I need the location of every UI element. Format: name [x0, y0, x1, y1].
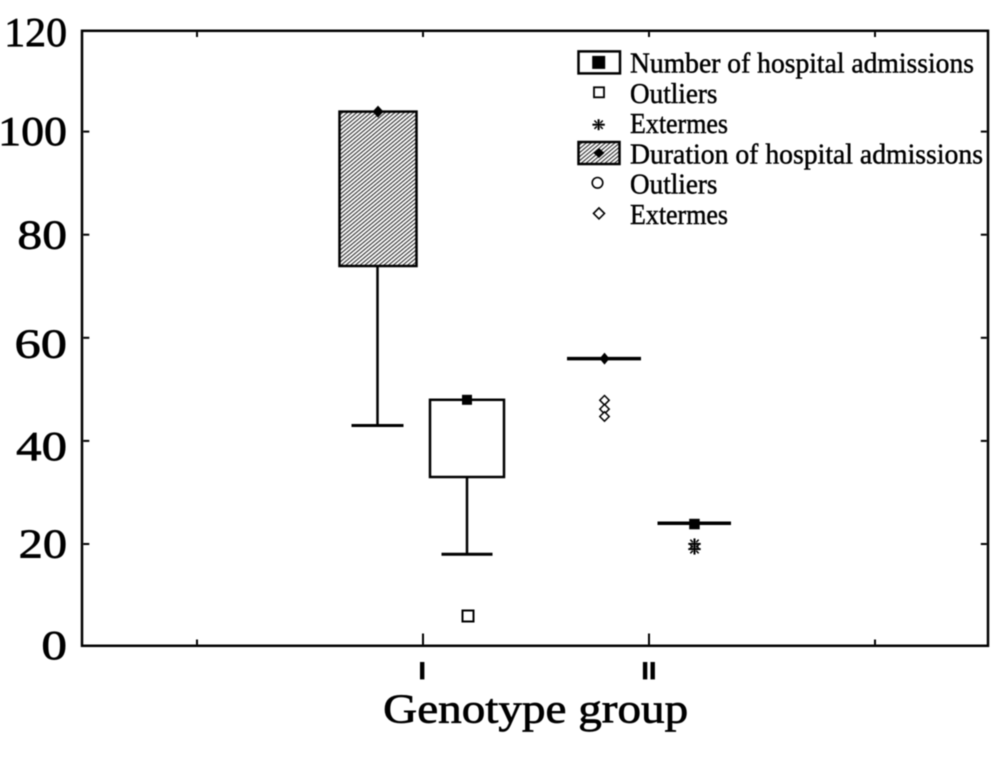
svg-text:Genotype group: Genotype group	[383, 685, 688, 731]
svg-text:Extermes: Extermes	[630, 200, 728, 231]
svg-text:100: 100	[0, 109, 67, 154]
svg-text:120: 120	[4, 9, 67, 55]
svg-text:20: 20	[19, 521, 67, 567]
svg-text:Outliers: Outliers	[630, 170, 718, 201]
svg-text:Duration of hospital admission: Duration of hospital admissions	[630, 139, 983, 170]
svg-text:Outliers: Outliers	[630, 79, 718, 110]
svg-text:40: 40	[16, 424, 67, 469]
svg-text:0: 0	[41, 624, 67, 669]
svg-text:Extermes: Extermes	[630, 109, 728, 140]
svg-text:Number of hospital admissions: Number of hospital admissions	[630, 49, 974, 80]
svg-text:80: 80	[17, 211, 67, 257]
svg-text:60: 60	[15, 322, 67, 367]
